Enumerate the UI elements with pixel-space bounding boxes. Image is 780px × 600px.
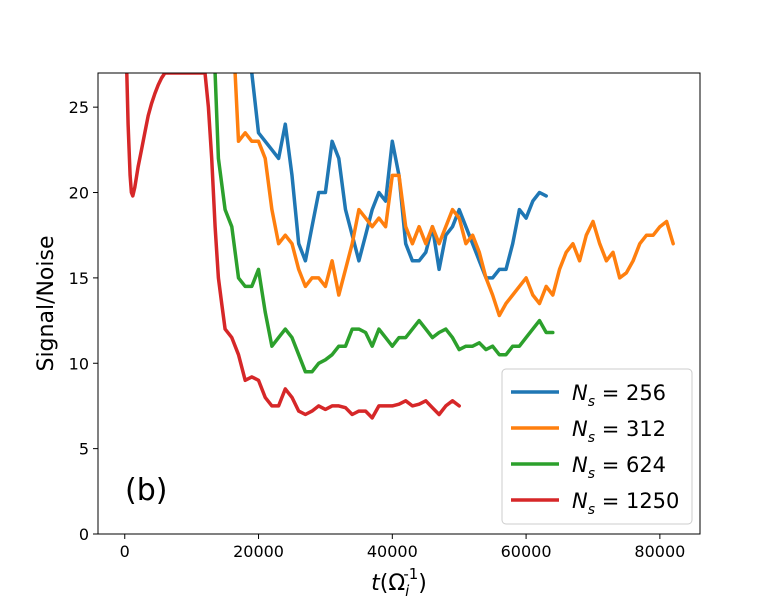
legend-entry: Ns = 624 (572, 453, 666, 482)
plot-frame (97, 72, 701, 535)
legend-entry: Ns = 312 (572, 417, 666, 446)
x-tick-label: 0 (120, 542, 130, 561)
x-tick-label: 20000 (233, 542, 284, 561)
x-axis: 0 20000 40000 60000 80000 (120, 534, 685, 561)
y-tick-label: 10 (69, 354, 89, 373)
x-tick-label: 40000 (367, 542, 418, 561)
legend: Ns = 256 Ns = 312 Ns = 624 Ns = 1250 (501, 368, 693, 525)
legend-entry: Ns = 256 (572, 381, 666, 410)
series-line-3 (213, 73, 555, 374)
y-axis-label: Signal/Noise (34, 235, 59, 371)
y-tick-label: 15 (69, 269, 89, 288)
x-tick-label: 80000 (634, 542, 685, 561)
series-line-4 (125, 73, 461, 420)
panel-label: (b) (125, 473, 167, 508)
legend-entry: Ns = 1250 (572, 489, 679, 518)
x-axis-label: t(Ωi-1) (371, 565, 427, 600)
legend-box (501, 368, 693, 525)
y-tick-label: 20 (69, 184, 89, 203)
x-tick-label: 60000 (501, 542, 552, 561)
y-tick-label: 5 (79, 440, 89, 459)
series-line-2 (233, 73, 675, 318)
y-tick-label: 25 (69, 98, 89, 117)
y-tick-label: 0 (79, 525, 89, 544)
series-layer (125, 73, 675, 420)
y-axis: 0 5 10 15 20 25 (69, 98, 98, 544)
